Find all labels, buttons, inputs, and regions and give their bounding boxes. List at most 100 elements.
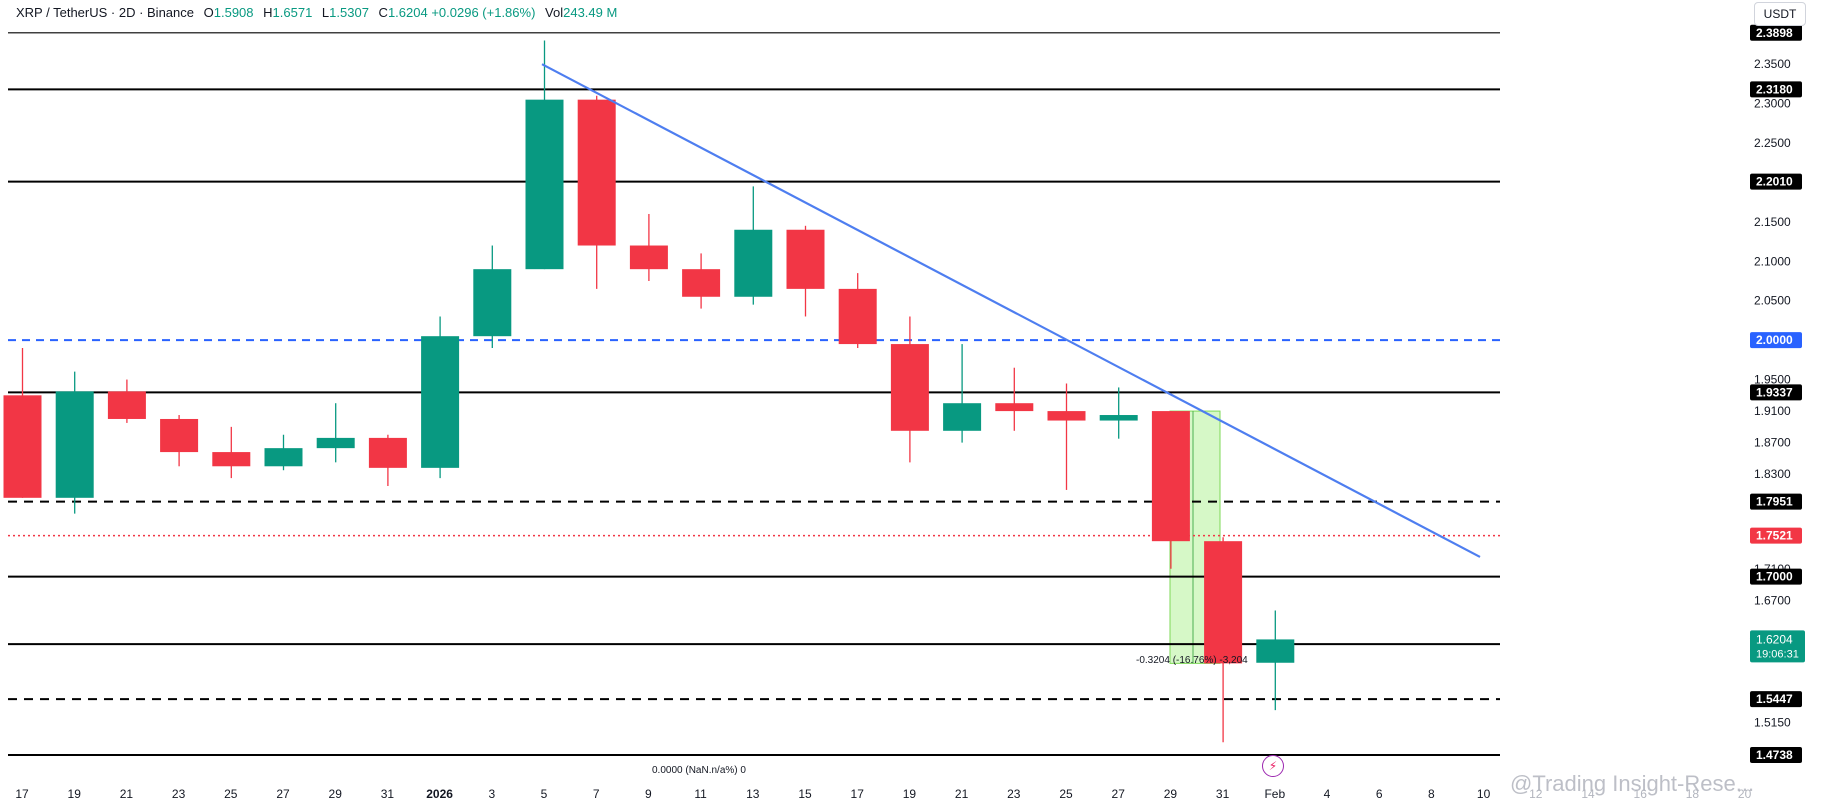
candle-body[interactable] [1256, 639, 1295, 663]
level-price-tag[interactable] [1750, 747, 1802, 763]
level-price-tag[interactable] [1750, 81, 1802, 98]
y-tick-label: 1.9500 [1754, 373, 1791, 387]
candle-body[interactable] [264, 448, 303, 467]
x-tick-label: 31 [1216, 787, 1230, 801]
y-tick-label: 2.2500 [1754, 136, 1791, 150]
x-tick-label: 11 [694, 787, 707, 801]
candle-body[interactable] [890, 344, 929, 431]
x-tick-label: 27 [276, 787, 290, 801]
x-tick-label: 8 [1428, 787, 1435, 801]
x-tick-label: 25 [1059, 787, 1073, 801]
x-tick-label: 3 [488, 787, 495, 801]
x-tick-label: 17 [851, 787, 865, 801]
candle-body[interactable] [525, 99, 564, 270]
candle-body[interactable] [316, 437, 355, 449]
change-value: +0.0296 (+1.86%) [431, 5, 536, 20]
x-tick-label: 27 [1112, 787, 1126, 801]
candle-body[interactable] [786, 229, 825, 289]
open-value: 1.5908 [213, 5, 254, 20]
volume-value: 243.49 M [563, 5, 618, 20]
x-tick-label: 12 [1529, 787, 1543, 801]
level-price-tag[interactable] [1750, 691, 1802, 708]
level-price-label: 2.2010 [1756, 175, 1793, 189]
high-label: H [263, 5, 273, 20]
open-label: O [203, 5, 214, 20]
candle-body[interactable] [1099, 415, 1138, 421]
y-tick-label: 2.3500 [1754, 57, 1791, 71]
level-price-tag[interactable] [1750, 527, 1802, 544]
x-tick-label: 20 [1738, 787, 1752, 801]
bottom-measure-label: 0.0000 (NaN.n/a%) 0 [652, 765, 746, 776]
x-tick-label: 2026 [426, 787, 453, 801]
x-tick-label: 10 [1477, 787, 1491, 801]
watermark: @Trading Insight-Rese... [1510, 771, 1755, 796]
level-price-label: 2.3180 [1756, 82, 1793, 96]
x-tick-label: 5 [541, 787, 548, 801]
trendline-line[interactable] [541, 63, 1481, 558]
x-tick-label: 16 [1634, 787, 1648, 801]
candle-body[interactable] [995, 403, 1034, 412]
range-measure-label: -0.3204 (-16.76%) -3,204 [1136, 655, 1248, 666]
x-tick-label: 29 [329, 787, 343, 801]
level-price-label: 2.0000 [1756, 333, 1793, 347]
x-tick-label: 19 [903, 787, 917, 801]
y-tick-label: 1.6700 [1754, 593, 1791, 607]
level-price-tag[interactable] [1750, 493, 1802, 510]
symbol-legend: XRP / TetherUS · 2D · Binance O1.5908 H1… [16, 5, 617, 20]
x-tick-label: 9 [645, 787, 652, 801]
candle-body[interactable] [368, 437, 407, 468]
y-tick-label: 2.1500 [1754, 215, 1791, 229]
price-axis-bg [1500, 0, 1825, 810]
y-tick-label: 2.0500 [1754, 294, 1791, 308]
candle-body[interactable] [421, 336, 460, 468]
candle-body[interactable] [1204, 541, 1243, 664]
x-tick-label: 23 [1007, 787, 1021, 801]
candle-body[interactable] [55, 391, 94, 498]
currency-button[interactable]: USDT [1754, 2, 1806, 26]
level-price-label: 2.3898 [1756, 26, 1793, 40]
x-tick-label: 19 [68, 787, 82, 801]
x-tick-label: 18 [1686, 787, 1700, 801]
candle-body[interactable] [107, 391, 146, 419]
candle-body[interactable] [943, 403, 982, 431]
candle-body[interactable] [838, 288, 877, 345]
candle-body[interactable] [3, 395, 42, 498]
x-tick-label: Feb [1264, 787, 1285, 801]
level-price-tag[interactable] [1750, 24, 1802, 41]
level-price-tag[interactable] [1750, 384, 1802, 401]
x-tick-label: 4 [1324, 787, 1331, 801]
flash-icon[interactable]: ⚡ [1262, 755, 1284, 777]
candle-body[interactable] [734, 229, 773, 297]
candlesticks [3, 40, 1295, 743]
candle-body[interactable] [682, 269, 721, 297]
x-tick-label: 13 [746, 787, 760, 801]
candle-body[interactable] [629, 245, 668, 270]
candle-body[interactable] [212, 452, 251, 467]
candle-body[interactable] [1047, 411, 1086, 421]
level-price-label: 1.7000 [1756, 570, 1793, 584]
last-price-label: 1.6204 [1756, 632, 1793, 646]
x-tick-label: 6 [1376, 787, 1383, 801]
chart-annotations: -0.3204 (-16.76%) -3,204 0.0000 (NaN.n/a%… [652, 655, 1248, 776]
candle-body[interactable] [473, 269, 512, 337]
price-axis[interactable]: 2.3500 2.3000 2.2500 2.1500 2.1000 2.0500 1.95… [1500, 0, 1825, 810]
level-price-tag[interactable] [1750, 332, 1802, 349]
horizontal-levels [8, 32, 1500, 756]
low-label: L [321, 5, 330, 20]
candle-body[interactable] [1151, 411, 1190, 542]
last-price-tag[interactable] [1750, 630, 1805, 663]
candle-body[interactable] [160, 418, 199, 453]
high-value: 1.6571 [272, 5, 313, 20]
level-price-label: 1.4738 [1756, 748, 1793, 762]
y-tick-label: 1.5150 [1754, 716, 1791, 730]
x-tick-label: 21 [120, 787, 134, 801]
level-price-tag[interactable] [1750, 568, 1802, 585]
low-value: 1.5307 [329, 5, 369, 20]
level-price-tag[interactable] [1750, 173, 1802, 190]
symbol-title[interactable]: XRP / TetherUS · 2D · Binance [16, 5, 194, 20]
time-axis[interactable]: 17 19 21 23 25 27 29 31 2026 3 5 7 9 11 13 15 17 19 21 23 25… [15, 787, 1751, 801]
x-tick-label: 31 [381, 787, 395, 801]
candle-body[interactable] [577, 99, 616, 246]
x-tick-label: 23 [172, 787, 186, 801]
